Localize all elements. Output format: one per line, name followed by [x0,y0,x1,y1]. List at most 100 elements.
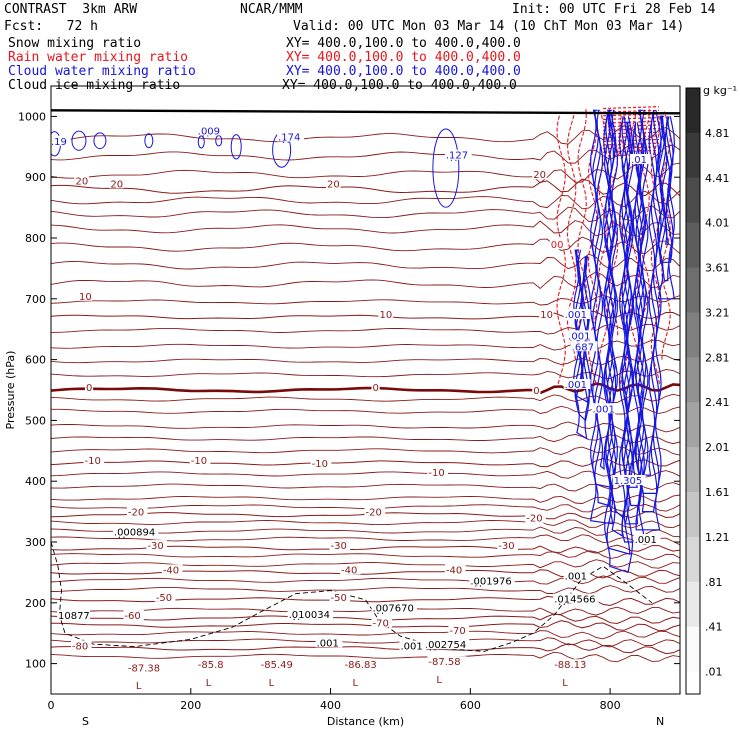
minimum-marker: L [436,675,442,686]
rain-contour-dense [603,109,660,113]
isotherm-line [51,295,680,306]
isotherm-line [51,354,680,365]
isotherm-label: 20 [533,170,546,181]
cloud-water-blob-6 [230,134,242,160]
isotherm-label: 10 [379,310,392,321]
colorbar-label: 4.41 [705,172,730,185]
minimum-marker: L [353,678,359,689]
y-axis-label: Pressure (hPa) [4,351,17,430]
rain-contour-dense [603,120,660,124]
cloud-water-label: .19 [51,137,67,148]
maximum-value: 1.305 [614,476,643,487]
cloud-water-blob-5 [215,135,223,147]
colorbar-swatch [686,626,700,673]
minimum-value: -85.8 [198,660,224,671]
isotherm--80 [51,643,680,655]
isotherm-label: -10 [312,459,328,470]
header-line1-right: Init: 00 UTC Fri 28 Feb 14 [512,2,716,17]
colorbar-swatch [686,222,700,269]
colorbar-swatch [686,402,700,449]
isotherm-line [51,519,680,529]
colorbar-swatch [686,312,700,359]
isotherm-line [51,433,680,445]
colorbar-label: 4.81 [705,127,730,140]
isotherm-label: -80 [72,641,88,652]
colorbar-swatch [686,177,700,224]
isotherm-line [51,393,680,403]
maximum-value: .010034 [289,610,330,621]
cloud-water-tower-5 [659,115,673,263]
cloud-water-tower-0 [573,249,592,440]
y-tick-label: 700 [25,293,46,306]
header-line1-center: NCAR/MMM [240,2,303,17]
y-tick-label: 500 [25,414,46,427]
y-tick-label: 400 [25,475,46,488]
maximum-value: .014566 [554,595,595,606]
field-cloudwater-name: Cloud water mixing ratio [8,64,196,79]
maximum-value: .174 [278,133,300,144]
isotherm-line [51,220,680,237]
isotherm-label: -30 [147,541,163,552]
cloud-water-tower-5 [660,115,672,245]
isotherm-label: 00 [551,240,564,251]
isotherm--70 [51,620,680,632]
isotherm-20 [51,178,680,197]
maximum-value: .007670 [372,604,413,615]
isotherm-label: -30 [498,541,514,552]
minimum-value: -87.58 [428,657,460,668]
x-tick-label: 800 [600,699,621,712]
minimum-marker: L [269,678,275,689]
x-tick-label: 200 [180,699,201,712]
isotherm-label: -60 [124,611,140,622]
isotherm-line [51,606,680,616]
rain-contour [577,109,587,336]
colorbar-label: .41 [705,621,723,634]
isotherm-line [51,405,680,415]
cloud-water-blob-3 [144,133,154,149]
isotherm-label: -20 [128,508,144,519]
colorbar-label: 3.21 [705,306,730,319]
colorbar-swatch [686,88,700,134]
rain-contour [556,113,566,385]
colorbar-swatch [686,267,700,314]
field-snow-xy: XY= 400.0,100.0 to 400.0,400.0 [286,36,521,51]
maximum-value: .127 [446,151,468,162]
colorbar-label: 4.01 [705,217,730,230]
cloud-water-label: .001 [565,380,587,391]
cloud-ice-label: .001 [565,571,587,582]
y-tick-label: 200 [25,597,46,610]
colorbar-frame [685,87,701,695]
maximum-value: .687 [572,342,594,353]
isotherm--60 [51,613,680,625]
header-line2-right: Valid: 00 UTC Mon 03 Mar 14 (10 ChT Mon … [293,19,685,34]
maximum-value: .002754 [425,640,466,651]
colorbar-label: 2.81 [705,351,730,364]
colorbar-swatch [686,132,700,179]
surface-line [51,109,680,115]
field-rain-xy: XY= 400.0,100.0 to 400.0,400.0 [286,50,521,65]
cloud-water-tower-4 [637,109,660,513]
minimum-marker: L [206,678,212,689]
y-tick-label: 300 [25,536,46,549]
cloud-ice-label: .001 [400,641,422,652]
isotherm-label: -20 [526,514,542,525]
isotherm-label: 20 [327,179,340,190]
cloud-water-blob-2 [93,132,107,150]
isotherm-line [51,236,680,255]
x-tick-label: 400 [320,699,341,712]
isotherm-line [51,368,680,379]
isotherm-label: -40 [341,565,357,576]
rain-contour [661,111,671,360]
plot-area: -80 -60 -50 -40 -30 -20 -10 -10 -10 -10 -70 -70 -50 -… [51,106,680,692]
isotherm-label: 10 [79,292,92,303]
cloud-water-tower-0 [576,249,588,385]
cloud-water-tower-4 [639,109,658,494]
x-end-label-south: S [82,715,89,728]
minimum-value: -86.83 [345,660,377,671]
isotherm-line [51,421,680,433]
cloud-water-tower-1 [594,109,613,489]
isotherm-line [51,585,680,595]
isotherm-label: 20 [75,176,88,187]
isotherm-label: -70 [449,626,465,637]
